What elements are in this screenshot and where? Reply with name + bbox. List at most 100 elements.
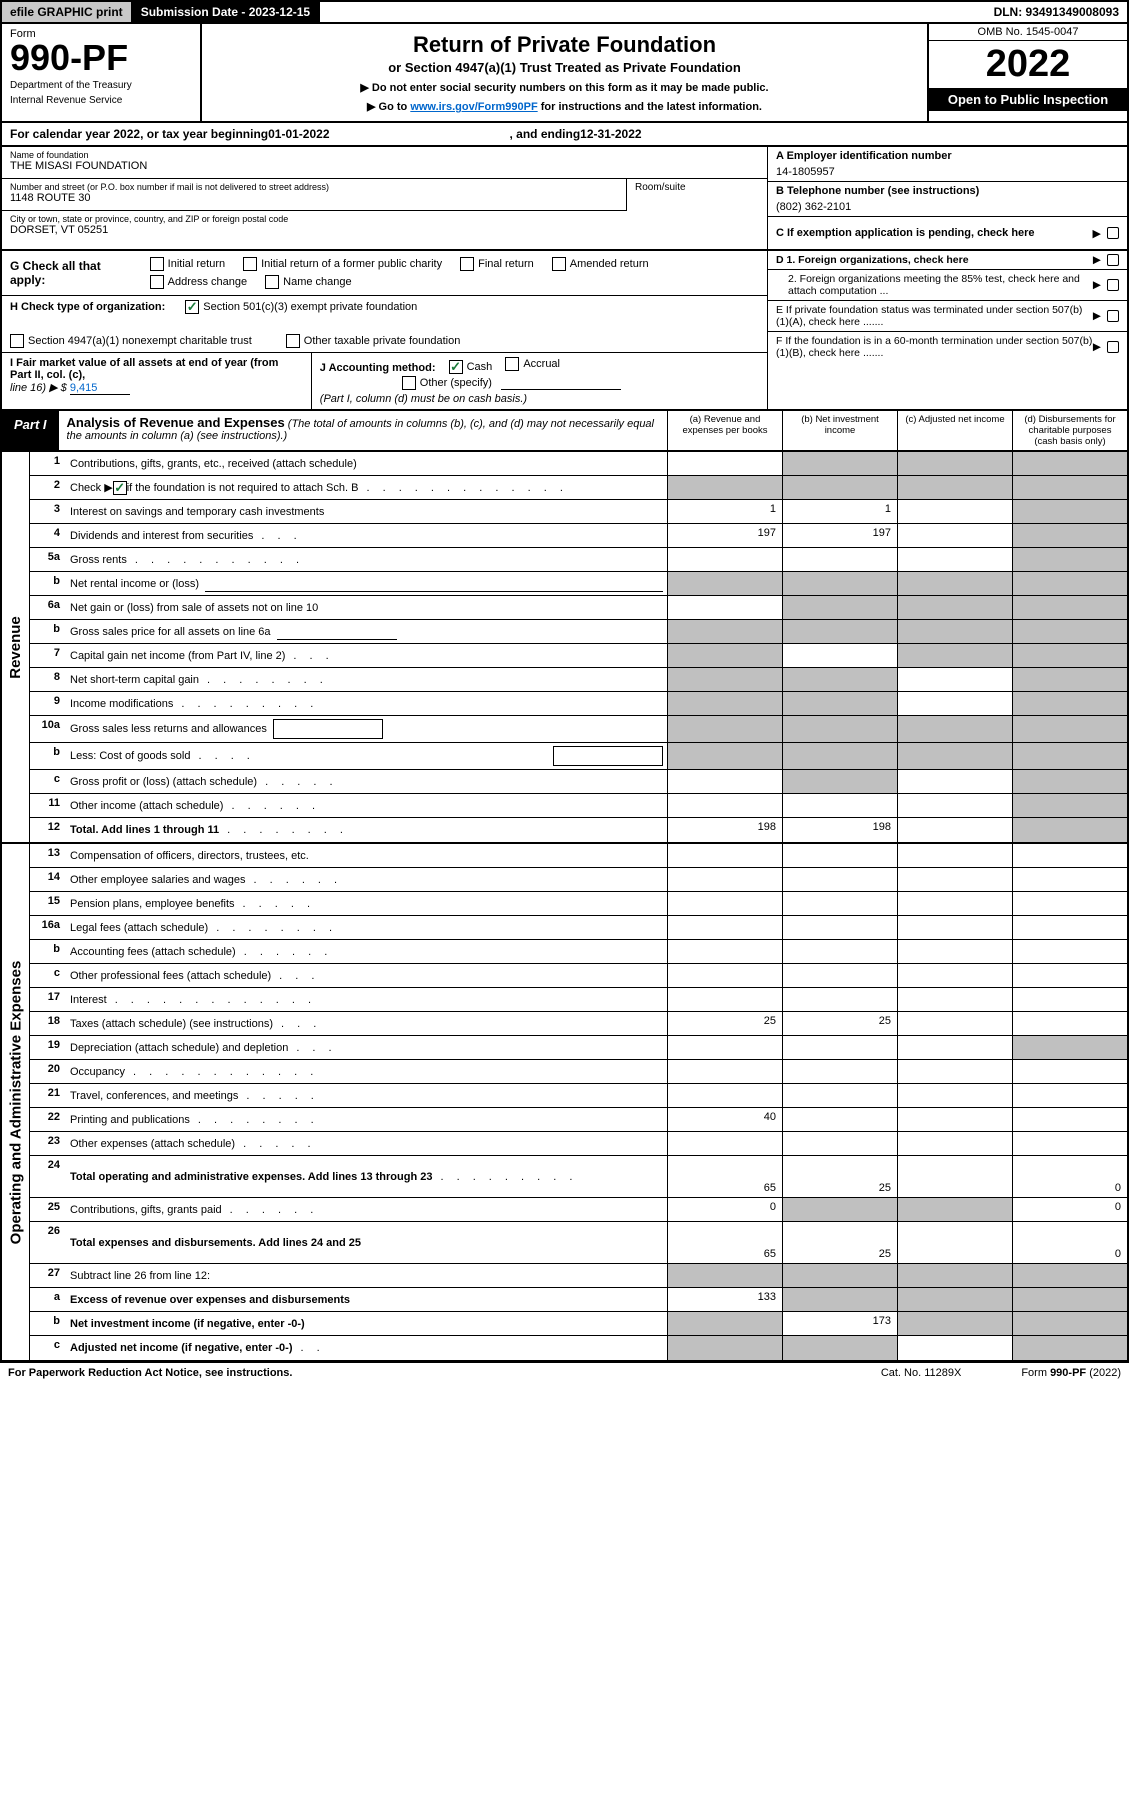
- header-right: OMB No. 1545-0047 2022 Open to Public In…: [927, 24, 1127, 121]
- form-subtitle: or Section 4947(a)(1) Trust Treated as P…: [210, 60, 919, 75]
- table-row: 24Total operating and administrative exp…: [30, 1156, 1127, 1198]
- form-number: 990-PF: [10, 40, 192, 76]
- final-return-checkbox[interactable]: [460, 257, 474, 271]
- section-ij: I Fair market value of all assets at end…: [2, 353, 767, 409]
- section-g: G Check all that apply: Initial return I…: [2, 251, 767, 296]
- table-row: 25Contributions, gifts, grants paid. . .…: [30, 1198, 1127, 1222]
- section-h: H Check type of organization: Section 50…: [2, 296, 767, 353]
- table-row: 22Printing and publications. . . . . . .…: [30, 1108, 1127, 1132]
- submission-date-label: Submission Date - 2023-12-15: [133, 2, 320, 22]
- street-address: 1148 ROUTE 30: [10, 192, 618, 204]
- table-row: 13Compensation of officers, directors, t…: [30, 844, 1127, 868]
- table-row: 8Net short-term capital gain. . . . . . …: [30, 668, 1127, 692]
- d1-checkbox[interactable]: [1107, 254, 1119, 266]
- form-title: Return of Private Foundation: [210, 32, 919, 58]
- open-public-badge: Open to Public Inspection: [929, 88, 1127, 111]
- table-row: 6aNet gain or (loss) from sale of assets…: [30, 596, 1127, 620]
- table-row: bLess: Cost of goods sold. . . .: [30, 743, 1127, 770]
- phone-value: (802) 362-2101: [776, 201, 1119, 213]
- table-row: cOther professional fees (attach schedul…: [30, 964, 1127, 988]
- 501c3-checkbox[interactable]: [185, 300, 199, 314]
- city-row: City or town, state or province, country…: [2, 211, 767, 243]
- room-suite: Room/suite: [627, 179, 767, 211]
- irs-link[interactable]: www.irs.gov/Form990PF: [410, 101, 537, 113]
- table-row: 7Capital gain net income (from Part IV, …: [30, 644, 1127, 668]
- sch-b-checkbox[interactable]: [113, 481, 127, 495]
- table-row: 4Dividends and interest from securities.…: [30, 524, 1127, 548]
- form-header: Form 990-PF Department of the Treasury I…: [0, 24, 1129, 123]
- foundation-info: Name of foundation THE MISASI FOUNDATION…: [0, 147, 1129, 251]
- section-j: J Accounting method: Cash Accrual Other …: [312, 353, 767, 409]
- table-row: 1Contributions, gifts, grants, etc., rec…: [30, 452, 1127, 476]
- address-row: Number and street (or P.O. box number if…: [2, 179, 627, 211]
- table-row: bNet rental income or (loss): [30, 572, 1127, 596]
- address-change-checkbox[interactable]: [150, 275, 164, 289]
- other-taxable-checkbox[interactable]: [286, 334, 300, 348]
- accrual-checkbox[interactable]: [505, 357, 519, 371]
- col-d-header: (d) Disbursements for charitable purpose…: [1012, 411, 1127, 450]
- initial-former-checkbox[interactable]: [243, 257, 257, 271]
- calendar-year-row: For calendar year 2022, or tax year begi…: [0, 123, 1129, 147]
- 4947a1-checkbox[interactable]: [10, 334, 24, 348]
- table-row: 11Other income (attach schedule). . . . …: [30, 794, 1127, 818]
- table-row: 16aLegal fees (attach schedule). . . . .…: [30, 916, 1127, 940]
- city-state-zip: DORSET, VT 05251: [10, 224, 759, 236]
- table-row: 9Income modifications. . . . . . . . .: [30, 692, 1127, 716]
- amended-return-checkbox[interactable]: [552, 257, 566, 271]
- ein-value: 14-1805957: [776, 166, 1119, 178]
- header-center: Return of Private Foundation or Section …: [202, 24, 927, 121]
- section-d-e-f: D 1. Foreign organizations, check here▶ …: [767, 251, 1127, 409]
- name-change-checkbox[interactable]: [265, 275, 279, 289]
- page-footer: For Paperwork Reduction Act Notice, see …: [0, 1362, 1129, 1383]
- section-i: I Fair market value of all assets at end…: [2, 353, 312, 409]
- part1-header: Part I Analysis of Revenue and Expenses …: [0, 411, 1129, 452]
- table-row: 21Travel, conferences, and meetings. . .…: [30, 1084, 1127, 1108]
- table-row: 20Occupancy. . . . . . . . . . . .: [30, 1060, 1127, 1084]
- table-row: aExcess of revenue over expenses and dis…: [30, 1288, 1127, 1312]
- table-row: 15Pension plans, employee benefits. . . …: [30, 892, 1127, 916]
- e-checkbox[interactable]: [1107, 310, 1119, 322]
- f-checkbox[interactable]: [1107, 341, 1119, 353]
- table-row: 5aGross rents. . . . . . . . . . .: [30, 548, 1127, 572]
- table-row: 12Total. Add lines 1 through 11. . . . .…: [30, 818, 1127, 842]
- top-bar: efile GRAPHIC print Submission Date - 20…: [0, 0, 1129, 24]
- efile-print-button[interactable]: efile GRAPHIC print: [2, 2, 133, 22]
- form-footer-label: Form 990-PF (2022): [1021, 1367, 1121, 1379]
- other-method-checkbox[interactable]: [402, 376, 416, 390]
- header-left: Form 990-PF Department of the Treasury I…: [2, 24, 202, 121]
- table-row: 19Depreciation (attach schedule) and dep…: [30, 1036, 1127, 1060]
- cash-checkbox[interactable]: [449, 360, 463, 374]
- table-row: 3Interest on savings and temporary cash …: [30, 500, 1127, 524]
- table-row: 14Other employee salaries and wages. . .…: [30, 868, 1127, 892]
- initial-return-checkbox[interactable]: [150, 257, 164, 271]
- catalog-number: Cat. No. 11289X: [881, 1367, 962, 1379]
- table-row: 2Check ▶ if the foundation is not requir…: [30, 476, 1127, 500]
- ein-row: A Employer identification number 14-1805…: [768, 147, 1127, 182]
- exemption-checkbox[interactable]: [1107, 227, 1119, 239]
- tax-year: 2022: [929, 41, 1127, 88]
- foundation-name: THE MISASI FOUNDATION: [10, 160, 759, 172]
- exemption-row: C If exemption application is pending, c…: [768, 217, 1127, 249]
- table-row: bAccounting fees (attach schedule). . . …: [30, 940, 1127, 964]
- fmv-value: 9,415: [70, 382, 130, 395]
- table-row: cAdjusted net income (if negative, enter…: [30, 1336, 1127, 1360]
- sections-gh-de: G Check all that apply: Initial return I…: [0, 251, 1129, 411]
- col-b-header: (b) Net investment income: [782, 411, 897, 450]
- table-row: 10aGross sales less returns and allowanc…: [30, 716, 1127, 743]
- phone-row: B Telephone number (see instructions) (8…: [768, 182, 1127, 217]
- col-c-header: (c) Adjusted net income: [897, 411, 1012, 450]
- dept-treasury: Department of the Treasury: [10, 80, 192, 91]
- part1-label: Part I: [2, 411, 59, 450]
- col-a-header: (a) Revenue and expenses per books: [667, 411, 782, 450]
- foundation-name-row: Name of foundation THE MISASI FOUNDATION: [2, 147, 767, 179]
- expenses-label: Operating and Administrative Expenses: [2, 844, 30, 1360]
- omb-number: OMB No. 1545-0047: [929, 24, 1127, 41]
- table-row: 17Interest. . . . . . . . . . . . .: [30, 988, 1127, 1012]
- table-row: 26Total expenses and disbursements. Add …: [30, 1222, 1127, 1264]
- table-row: 23Other expenses (attach schedule). . . …: [30, 1132, 1127, 1156]
- revenue-section: Revenue 1Contributions, gifts, grants, e…: [0, 452, 1129, 844]
- d2-checkbox[interactable]: [1107, 279, 1119, 291]
- table-row: cGross profit or (loss) (attach schedule…: [30, 770, 1127, 794]
- expenses-section: Operating and Administrative Expenses 13…: [0, 844, 1129, 1362]
- note-link: ▶ Go to www.irs.gov/Form990PF for instru…: [210, 100, 919, 113]
